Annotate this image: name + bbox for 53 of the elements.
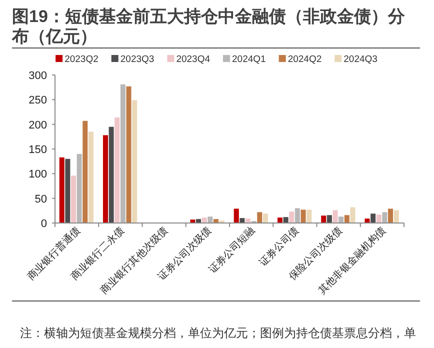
bar	[294, 208, 300, 223]
bar	[283, 217, 288, 223]
annotations: 注：横轴为短债基金规模分档，单位为亿元；图例为持仓债基票息分档，单	[20, 326, 416, 340]
bar	[240, 218, 245, 223]
bar	[126, 86, 132, 223]
bar	[65, 158, 70, 223]
bar	[289, 212, 294, 223]
bar	[208, 216, 213, 223]
bar	[338, 216, 344, 223]
bar	[114, 117, 120, 223]
bar	[257, 212, 262, 223]
bar	[234, 208, 239, 223]
bar	[120, 84, 126, 223]
bar	[394, 210, 399, 223]
bar	[59, 157, 64, 223]
bar	[202, 218, 207, 223]
bar	[245, 218, 251, 223]
bar	[306, 210, 312, 223]
bar	[76, 154, 82, 223]
legend-label: 2024Q1	[232, 54, 266, 65]
bar	[376, 214, 382, 223]
legend-label: 2024Q3	[344, 54, 378, 65]
legend-label: 2023Q2	[64, 54, 98, 65]
bar	[321, 216, 326, 223]
legend-label: 2023Q4	[176, 54, 210, 65]
bar	[102, 135, 108, 223]
bar	[132, 100, 138, 223]
title: 图19：短债基金前五大持仓中金融债（非政金债）分布（亿元）	[12, 7, 405, 46]
bar	[108, 126, 114, 223]
legend-label: 2024Q2	[288, 54, 322, 65]
bar	[370, 214, 376, 223]
bar	[388, 208, 394, 223]
bar	[350, 207, 356, 223]
bar	[382, 212, 388, 223]
bar	[88, 132, 94, 223]
y-tick-label: 150	[28, 144, 47, 156]
bar	[332, 210, 338, 223]
legend-label: 2023Q3	[120, 54, 154, 65]
y-tick-label: 100	[28, 168, 47, 181]
bar	[364, 218, 370, 223]
bar	[70, 176, 76, 223]
y-tick-label: 0	[40, 218, 47, 230]
y-tick-label: 300	[28, 70, 47, 82]
y-tick-label: 50	[34, 193, 47, 206]
y-tick-label: 250	[28, 94, 47, 107]
bar	[82, 120, 88, 223]
bar	[300, 210, 306, 223]
bar	[344, 215, 350, 223]
bar	[190, 220, 196, 223]
y-tick-label: 200	[28, 119, 47, 132]
bar	[262, 214, 268, 223]
bar	[277, 218, 283, 223]
bar	[326, 215, 332, 223]
